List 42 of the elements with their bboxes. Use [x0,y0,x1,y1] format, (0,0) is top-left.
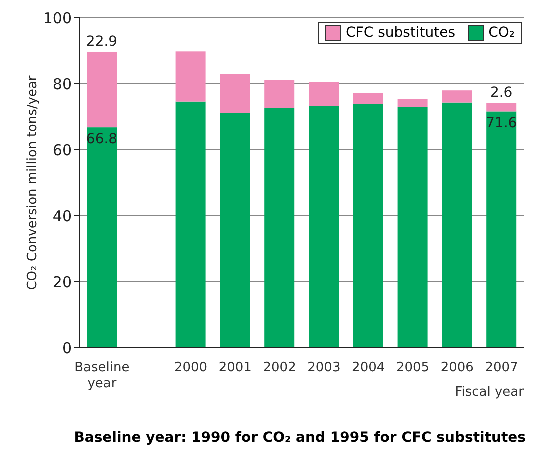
y-tick-label: 20 [52,273,72,292]
y-tick-label: 80 [52,75,72,94]
data-label: 66.8 [86,132,118,148]
bar [176,102,206,348]
data-label: 22.9 [86,34,118,50]
bar [264,108,295,348]
x-tick-label: 2006 [440,360,474,376]
y-axis-title: CO₂ Conversion million tons/year [26,75,41,290]
bar [353,93,384,104]
bar [220,74,250,114]
bar [442,90,472,103]
x-tick-label: 2001 [218,360,252,376]
bar [398,107,428,348]
x-tick-label: 2002 [263,360,296,376]
x-tick-label: 2003 [308,360,341,376]
bar [220,113,250,348]
x-tick-label: 2005 [396,360,430,376]
y-tick-label: 100 [43,9,72,28]
bar [176,52,206,102]
y-tick-label: 60 [52,141,72,160]
text: Baseline year: 1990 for CO₂ and 1995 for CFC substitutes [73,430,527,446]
bar [87,52,117,128]
y-tick-label: 40 [52,207,72,226]
bar [486,112,517,348]
y-tick-label: 0 [62,339,72,358]
x-tick-label: 2007 [485,360,518,376]
bar [442,102,472,348]
bar [486,103,517,112]
bar [87,128,117,348]
x-tick-label: Baseline year [74,360,130,392]
legend-label: CFC substitutes [345,25,456,41]
bar [309,82,339,106]
data-label: 71.6 [486,116,518,132]
bar [353,104,384,348]
bar [264,80,295,108]
legend-label: CO₂ [488,25,515,41]
bar [398,99,428,108]
bar [309,106,339,348]
x-axis-title: Fiscal year [455,385,525,400]
x-tick-label: 2000 [174,360,208,376]
data-label: 2.6 [490,85,513,102]
x-tick-label: 2004 [352,360,386,376]
